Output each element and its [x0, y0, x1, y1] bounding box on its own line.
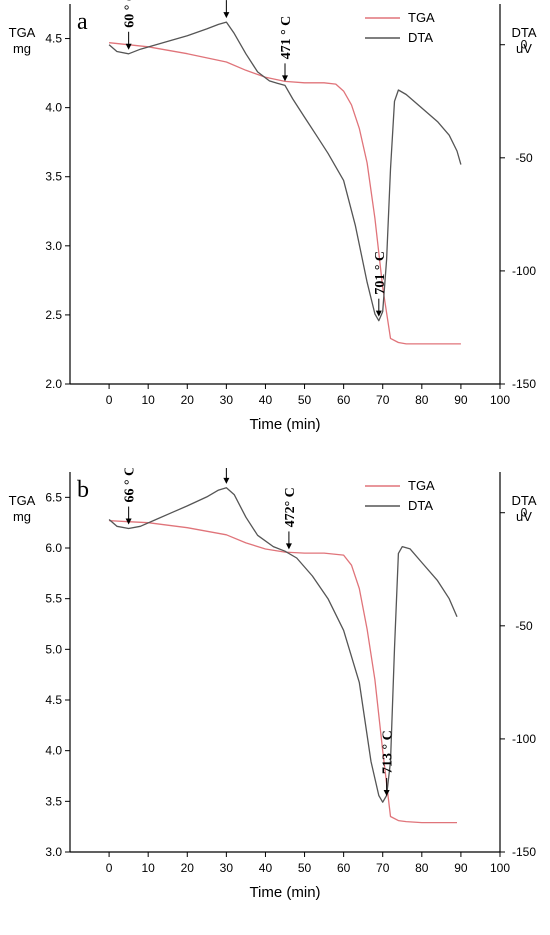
x-tick-label: 20 [181, 861, 195, 875]
y-left-tick-label: 2.0 [45, 377, 62, 391]
x-tick-label: 90 [454, 861, 468, 875]
annotation-arrow-head [125, 43, 132, 50]
x-tick-label: 40 [259, 393, 273, 407]
panel-label: b [77, 477, 89, 503]
annotation-arrow-head [125, 518, 132, 525]
x-tick-label: 50 [298, 861, 312, 875]
y-right-tick-label: -50 [515, 619, 533, 633]
y-left-tick-label: 3.0 [45, 845, 62, 859]
annotation-arrow-head [383, 789, 390, 796]
x-tick-label: 30 [220, 393, 234, 407]
y-left-unit: mg [13, 509, 31, 524]
y-left-tick-label: 3.0 [45, 239, 62, 253]
y-left-tick-label: 2.5 [45, 308, 62, 322]
x-tick-label: 40 [259, 861, 273, 875]
y-left-tick-label: 4.5 [45, 693, 62, 707]
y-left-tick-label: 3.5 [45, 794, 62, 808]
y-left-tick-label: 4.5 [45, 32, 62, 46]
annotation-arrow-head [285, 543, 292, 550]
y-left-tick-label: 6.0 [45, 541, 62, 555]
x-tick-label: 70 [376, 393, 390, 407]
x-tick-label: 100 [490, 861, 510, 875]
annotation-label: 471 ° C [279, 16, 294, 60]
legend-label-tga: TGA [408, 10, 435, 25]
y-right-tick-label: -150 [512, 845, 536, 859]
annotation-arrow-head [223, 12, 230, 19]
x-tick-label: 0 [106, 861, 113, 875]
x-tick-label: 70 [376, 861, 390, 875]
tga-dta-chart-b: 0 10 20 30 40 50 60 70 80 90 100 Time (min) 3.0 3.5 4.… [9, 468, 537, 901]
x-tick-label: 80 [415, 861, 429, 875]
y-left-tick-label: 4.0 [45, 101, 62, 115]
y-right-tick-label: 0 [521, 38, 528, 52]
annotation-label: 701 ° C [373, 251, 388, 295]
x-tick-label: 80 [415, 393, 429, 407]
annotation-label: 60 ° C [123, 0, 138, 28]
legend-label-dta: DTA [408, 30, 433, 45]
annotation-arrow-head [282, 75, 288, 82]
annotation-label: 66 ° C [123, 468, 138, 503]
x-tick-label: 90 [454, 393, 468, 407]
y-left-title: TGA [9, 493, 36, 508]
y-left-tick-label: 4.0 [45, 744, 62, 758]
y-right-unit: uV [516, 509, 532, 524]
y-right-tick-label: -100 [512, 732, 536, 746]
series-dta-line [108, 21, 462, 322]
y-right-tick-label: -50 [515, 151, 533, 165]
annotation-arrow-head [223, 477, 230, 484]
y-left-tick-label: 6.5 [45, 490, 62, 504]
series-tga-line [109, 519, 457, 824]
y-left-tick-label: 5.0 [45, 642, 62, 656]
x-axis-title: Time (min) [249, 884, 320, 901]
legend-label-tga: TGA [408, 478, 435, 493]
x-tick-label: 30 [220, 861, 234, 875]
y-right-tick-label: -150 [512, 377, 536, 391]
x-tick-label: 50 [298, 393, 312, 407]
y-left-tick-label: 5.5 [45, 592, 62, 606]
y-left-tick-label: 3.5 [45, 170, 62, 184]
x-tick-label: 60 [337, 393, 351, 407]
y-left-title: TGA [9, 25, 36, 40]
panel-label: a [77, 9, 88, 35]
y-right-tick-label: 0 [521, 506, 528, 520]
x-tick-label: 20 [181, 393, 195, 407]
y-right-title: DTA [511, 25, 536, 40]
x-axis-title: Time (min) [249, 416, 320, 433]
tga-dta-chart-a: 0 10 20 30 40 50 60 70 80 90 100 Time (min) 2.0 2.5 3.… [9, 0, 537, 433]
x-tick-label: 0 [106, 393, 113, 407]
y-left-unit: mg [13, 41, 31, 56]
annotation-arrow-head [375, 310, 382, 317]
x-tick-label: 10 [142, 393, 156, 407]
legend-label-dta: DTA [408, 498, 433, 513]
y-right-title: DTA [511, 493, 536, 508]
x-tick-label: 10 [142, 861, 156, 875]
series-tga-line [109, 42, 461, 345]
y-right-tick-label: -100 [512, 264, 536, 278]
series-dta-line [108, 487, 458, 803]
x-tick-label: 100 [490, 393, 510, 407]
y-right-unit: uV [516, 41, 532, 56]
annotation-label: 472° C [283, 487, 298, 527]
x-tick-label: 60 [337, 861, 351, 875]
annotation-label: 713 ° C [381, 730, 396, 774]
